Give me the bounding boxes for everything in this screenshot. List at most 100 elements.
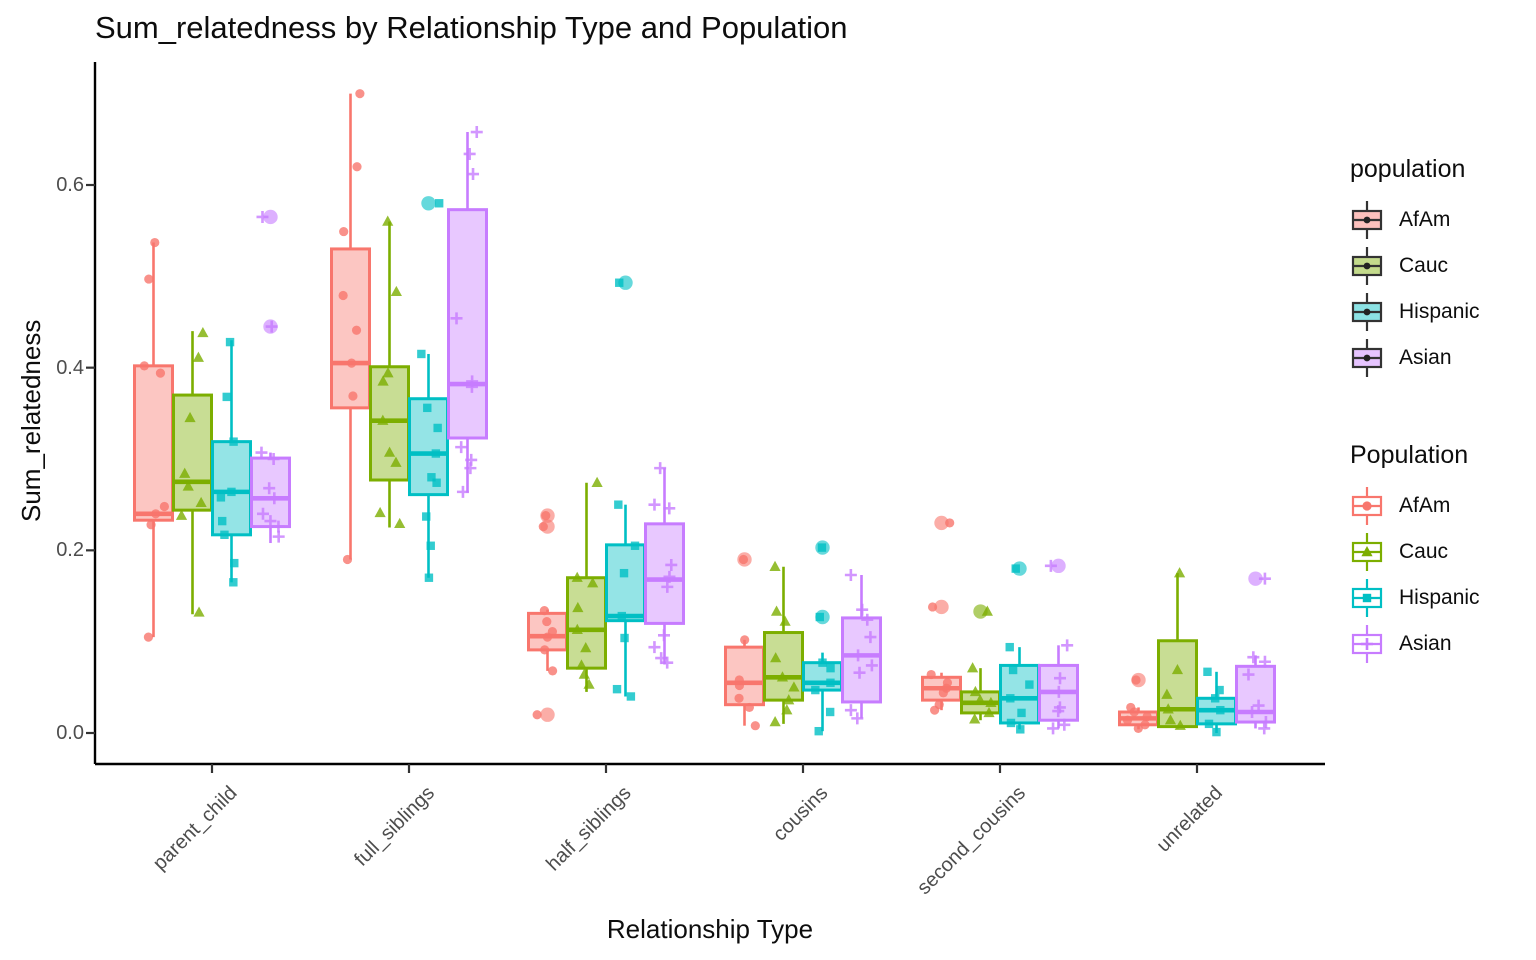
point-plus <box>255 446 268 459</box>
point-plus <box>658 629 671 642</box>
point-square <box>1210 694 1220 703</box>
iqr-box <box>724 645 765 707</box>
iqr-box <box>644 522 685 625</box>
point-circle <box>355 89 365 99</box>
point-circle <box>738 554 749 565</box>
key-marker <box>1362 501 1372 511</box>
point-plus <box>1061 639 1074 652</box>
point-plus <box>470 126 483 139</box>
key-dot <box>1363 308 1371 316</box>
legend-key-boxplot-icon <box>1351 201 1383 239</box>
point-circle <box>348 391 358 401</box>
box-asian-full_siblings <box>447 132 488 493</box>
point-triangle <box>571 623 583 634</box>
point-plus <box>272 520 285 533</box>
point-circle <box>538 521 548 532</box>
outlier-point <box>1248 571 1263 586</box>
legend-item-label: AfAm <box>1399 494 1451 517</box>
point-square <box>423 403 432 413</box>
point-square <box>825 707 835 717</box>
point-triangle <box>1161 688 1173 699</box>
point-triangle <box>783 694 795 705</box>
point-plus <box>272 530 285 543</box>
box-hispanic-full_siblings <box>408 196 449 578</box>
plot-panel <box>86 62 1325 773</box>
iqr-box <box>133 364 174 522</box>
point-triangle <box>1174 719 1186 730</box>
x-tick-label: second_cousins <box>912 782 1030 899</box>
legend-item-label: Asian <box>1399 632 1452 655</box>
iqr-box <box>605 543 646 623</box>
point-circle <box>539 606 549 616</box>
point-circle <box>734 693 744 703</box>
point-square <box>216 493 226 502</box>
point-square <box>619 568 629 578</box>
point-plus <box>267 453 280 466</box>
point-triangle <box>781 704 793 715</box>
point-circle <box>1133 723 1143 734</box>
point-plus <box>256 210 269 223</box>
outlier-point <box>540 707 555 722</box>
point-square <box>230 558 239 568</box>
iqr-box <box>841 616 882 704</box>
point-square <box>817 543 827 552</box>
point-triangle <box>1164 714 1177 725</box>
point-circle <box>930 705 940 715</box>
point-triangle <box>967 662 979 673</box>
legend-item-label: Hispanic <box>1399 586 1480 609</box>
iqr-box <box>369 365 410 482</box>
point-triangle <box>981 605 993 616</box>
point-plus <box>1044 559 1057 572</box>
point-square <box>617 611 626 621</box>
point-circle <box>548 666 558 676</box>
point-circle <box>945 518 955 528</box>
point-triangle <box>580 642 592 653</box>
legend-item-cauc: Cauc <box>1348 529 1480 575</box>
point-square <box>620 633 629 643</box>
point-circle <box>339 226 349 237</box>
point-plus <box>1247 651 1260 664</box>
point-plus <box>264 515 277 528</box>
x-tick-label: full_siblings <box>349 782 439 871</box>
iqr-box <box>172 393 213 512</box>
point-triangle <box>572 601 584 613</box>
legend-key-boxplot-icon <box>1351 579 1383 617</box>
point-plus <box>265 320 278 333</box>
box-cauc-cousins <box>763 566 804 724</box>
point-circle <box>750 721 760 731</box>
y-tick-label: 0.2 <box>56 539 84 562</box>
point-circle <box>351 325 362 335</box>
chart-title: Sum_relatedness by Relationship Type and… <box>95 10 848 45</box>
point-square <box>227 487 236 497</box>
point-plus <box>1258 572 1271 585</box>
point-circle <box>1129 707 1139 717</box>
outlier-point <box>934 515 949 531</box>
point-triangle <box>193 606 205 617</box>
point-triangle <box>769 560 781 571</box>
box-cauc-parent_child <box>172 331 213 615</box>
point-circle <box>1131 675 1141 685</box>
point-triangle <box>969 685 981 697</box>
point-square <box>1025 680 1034 689</box>
point-square <box>434 199 444 208</box>
point-circle <box>139 361 149 371</box>
iqr-box <box>330 247 371 410</box>
x-tick-label: cousins <box>769 782 833 846</box>
point-plus <box>865 659 878 672</box>
jitter-points <box>139 89 1272 737</box>
point-triangle <box>591 476 603 487</box>
box-asian-second_cousins <box>1038 558 1079 729</box>
point-circle <box>150 237 160 248</box>
point-triangle <box>1171 663 1184 675</box>
legend-item-label: Cauc <box>1399 540 1449 563</box>
y-tick-label: 0.6 <box>56 174 84 196</box>
point-circle <box>159 501 169 512</box>
point-plus <box>1242 668 1255 681</box>
point-square <box>1212 727 1221 737</box>
point-plus <box>1258 655 1271 668</box>
point-circle <box>740 635 750 645</box>
point-plus <box>464 462 477 475</box>
point-plus <box>861 613 874 626</box>
point-plus <box>467 168 480 181</box>
point-plus <box>1047 722 1060 735</box>
